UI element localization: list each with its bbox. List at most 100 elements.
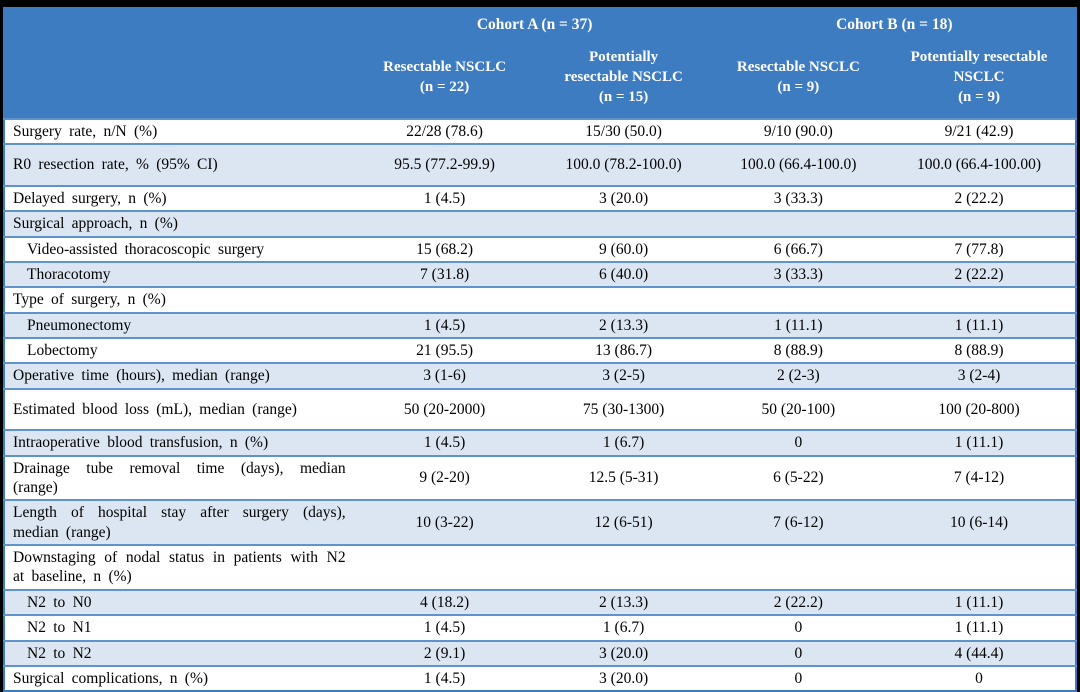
cell-value: 1 (6.7) (533, 429, 714, 456)
table-row: Type of surgery, n (%) (4, 286, 1076, 313)
cohort-header-row: Cohort A (n = 37) Cohort B (n = 18) (4, 8, 1076, 38)
cell-value: 4 (18.2) (355, 588, 534, 616)
table-row: N2 to N1 1 (4.5) 1 (6.7) 0 1 (11.1) (4, 614, 1076, 641)
table-row: Video-assisted thoracoscopic surgery 15 (… (4, 235, 1076, 262)
cell-value: 21 (95.5) (355, 336, 534, 364)
row-label: Estimated blood loss (mL), median (range… (4, 387, 356, 431)
row-label: N2 to N2 (4, 639, 356, 666)
cell-value (713, 544, 884, 590)
cell-value: 12 (6-51) (533, 499, 714, 545)
cell-value: 7 (4-12) (883, 454, 1076, 501)
cell-value: 0 (883, 664, 1076, 692)
table-row: Intraoperative blood transfusion, n (%) 1… (4, 429, 1076, 456)
table-row: Drainage tube removal time (days), media… (4, 454, 1076, 501)
table-row: Pneumonectomy 1 (4.5) 2 (13.3) 1 (11.1) 1 (1… (4, 311, 1076, 338)
cell-value: 3 (20.0) (533, 184, 714, 212)
cell-value (533, 286, 714, 313)
cell-value (883, 544, 1076, 590)
cell-value: 13 (86.7) (533, 336, 714, 364)
cell-value: 50 (20-100) (713, 387, 884, 431)
col-header-cohort-b-potentially-resectable: Potentially resectable NSCLC (n = 9) (883, 38, 1076, 119)
row-label: N2 to N1 (4, 614, 356, 641)
row-label: Surgery rate, n/N (%) (4, 117, 356, 145)
cell-value (883, 286, 1076, 313)
cell-value: 0 (713, 429, 884, 456)
cell-value: 0 (713, 639, 884, 666)
cohort-b-header: Cohort B (n = 18) (713, 8, 1076, 38)
cell-value: 100.0 (66.4-100.00) (883, 143, 1076, 186)
cell-value: 3 (1-6) (355, 362, 534, 389)
cell-value (883, 210, 1076, 237)
cell-value: 3 (2-4) (883, 362, 1076, 389)
cell-value: 1 (4.5) (355, 311, 534, 338)
cell-value: 1 (11.1) (883, 588, 1076, 616)
table-row: Operative time (hours), median (range) 3 … (4, 362, 1076, 389)
cell-value: 15 (68.2) (355, 235, 534, 262)
cell-value: 3 (33.3) (713, 260, 884, 288)
table-header: Cohort A (n = 37) Cohort B (n = 18) Rese… (4, 8, 1076, 119)
table-row: R0 resection rate, % (95% CI) 95.5 (77.2-… (4, 143, 1076, 186)
row-label: Type of surgery, n (%) (4, 286, 356, 313)
cell-value: 15/30 (50.0) (533, 117, 714, 145)
cell-value: 100.0 (78.2-100.0) (533, 143, 714, 186)
row-label: Surgical complications, n (%) (4, 664, 356, 692)
cell-value: 1 (11.1) (713, 311, 884, 338)
cell-value (355, 544, 534, 590)
row-label: Operative time (hours), median (range) (4, 362, 356, 389)
cell-value: 1 (11.1) (883, 311, 1076, 338)
table-row: Surgical approach, n (%) (4, 210, 1076, 237)
cell-value: 3 (2-5) (533, 362, 714, 389)
cell-value: 1 (11.1) (883, 429, 1076, 456)
cell-value: 2 (22.2) (883, 260, 1076, 288)
cell-value: 4 (44.4) (883, 639, 1076, 666)
cell-value: 50 (20-2000) (355, 387, 534, 431)
cell-value: 6 (66.7) (713, 235, 884, 262)
cell-value: 75 (30-1300) (533, 387, 714, 431)
table-row: Downstaging of nodal status in patients … (4, 544, 1076, 590)
cell-value: 1 (11.1) (883, 614, 1076, 641)
row-label: Video-assisted thoracoscopic surgery (4, 235, 356, 262)
cell-value: 22/28 (78.6) (355, 117, 534, 145)
table-row: Surgery rate, n/N (%) 22/28 (78.6) 15/30 (… (4, 117, 1076, 145)
cell-value: 100.0 (66.4-100.0) (713, 143, 884, 186)
row-label: Intraoperative blood transfusion, n (%) (4, 429, 356, 456)
row-label: N2 to N0 (4, 588, 356, 616)
cell-value: 8 (88.9) (883, 336, 1076, 364)
cell-value: 10 (6-14) (883, 499, 1076, 545)
col-header-cohort-b-resectable: Resectable NSCLC (n = 9) (713, 38, 884, 119)
cell-value: 2 (2-3) (713, 362, 884, 389)
cell-value: 95.5 (77.2-99.9) (355, 143, 534, 186)
cell-value: 2 (9.1) (355, 639, 534, 666)
page: { "header": { "cohort_a": "Cohort A (n =… (3, 7, 1077, 692)
cell-value: 9/21 (42.9) (883, 117, 1076, 145)
col-header-cohort-a-resectable: Resectable NSCLC (n = 22) (355, 38, 534, 119)
cell-value (713, 286, 884, 313)
cell-value: 9 (2-20) (355, 454, 534, 501)
table-row: Lobectomy 21 (95.5) 13 (86.7) 8 (88.9) 8 (88… (4, 336, 1076, 364)
corner-cell-lower (4, 38, 356, 119)
row-label: Pneumonectomy (4, 311, 356, 338)
table-row: Length of hospital stay after surgery (d… (4, 499, 1076, 545)
cell-value: 2 (13.3) (533, 588, 714, 616)
cell-value: 0 (713, 664, 884, 692)
cell-value: 2 (22.2) (883, 184, 1076, 212)
table-row: Estimated blood loss (mL), median (range… (4, 387, 1076, 431)
table-row: N2 to N2 2 (9.1) 3 (20.0) 0 4 (44.4) (4, 639, 1076, 666)
table-row: Delayed surgery, n (%) 1 (4.5) 3 (20.0) 3 (… (4, 184, 1076, 212)
cell-value: 1 (4.5) (355, 664, 534, 692)
cell-value: 10 (3-22) (355, 499, 534, 545)
row-label: Length of hospital stay after surgery (d… (4, 499, 356, 545)
cell-value: 1 (4.5) (355, 429, 534, 456)
cell-value (533, 210, 714, 237)
corner-cell (4, 8, 356, 38)
surgery-outcomes-table: Cohort A (n = 37) Cohort B (n = 18) Rese… (3, 7, 1077, 692)
cell-value (533, 544, 714, 590)
cell-value: 9/10 (90.0) (713, 117, 884, 145)
row-label: Thoracotomy (4, 260, 356, 288)
cell-value: 9 (60.0) (533, 235, 714, 262)
table-row: N2 to N0 4 (18.2) 2 (13.3) 2 (22.2) 1 (11.1) (4, 588, 1076, 616)
cell-value: 8 (88.9) (713, 336, 884, 364)
row-label: Lobectomy (4, 336, 356, 364)
cell-value: 7 (77.8) (883, 235, 1076, 262)
table-body: Surgery rate, n/N (%) 22/28 (78.6) 15/30 (… (4, 117, 1076, 692)
